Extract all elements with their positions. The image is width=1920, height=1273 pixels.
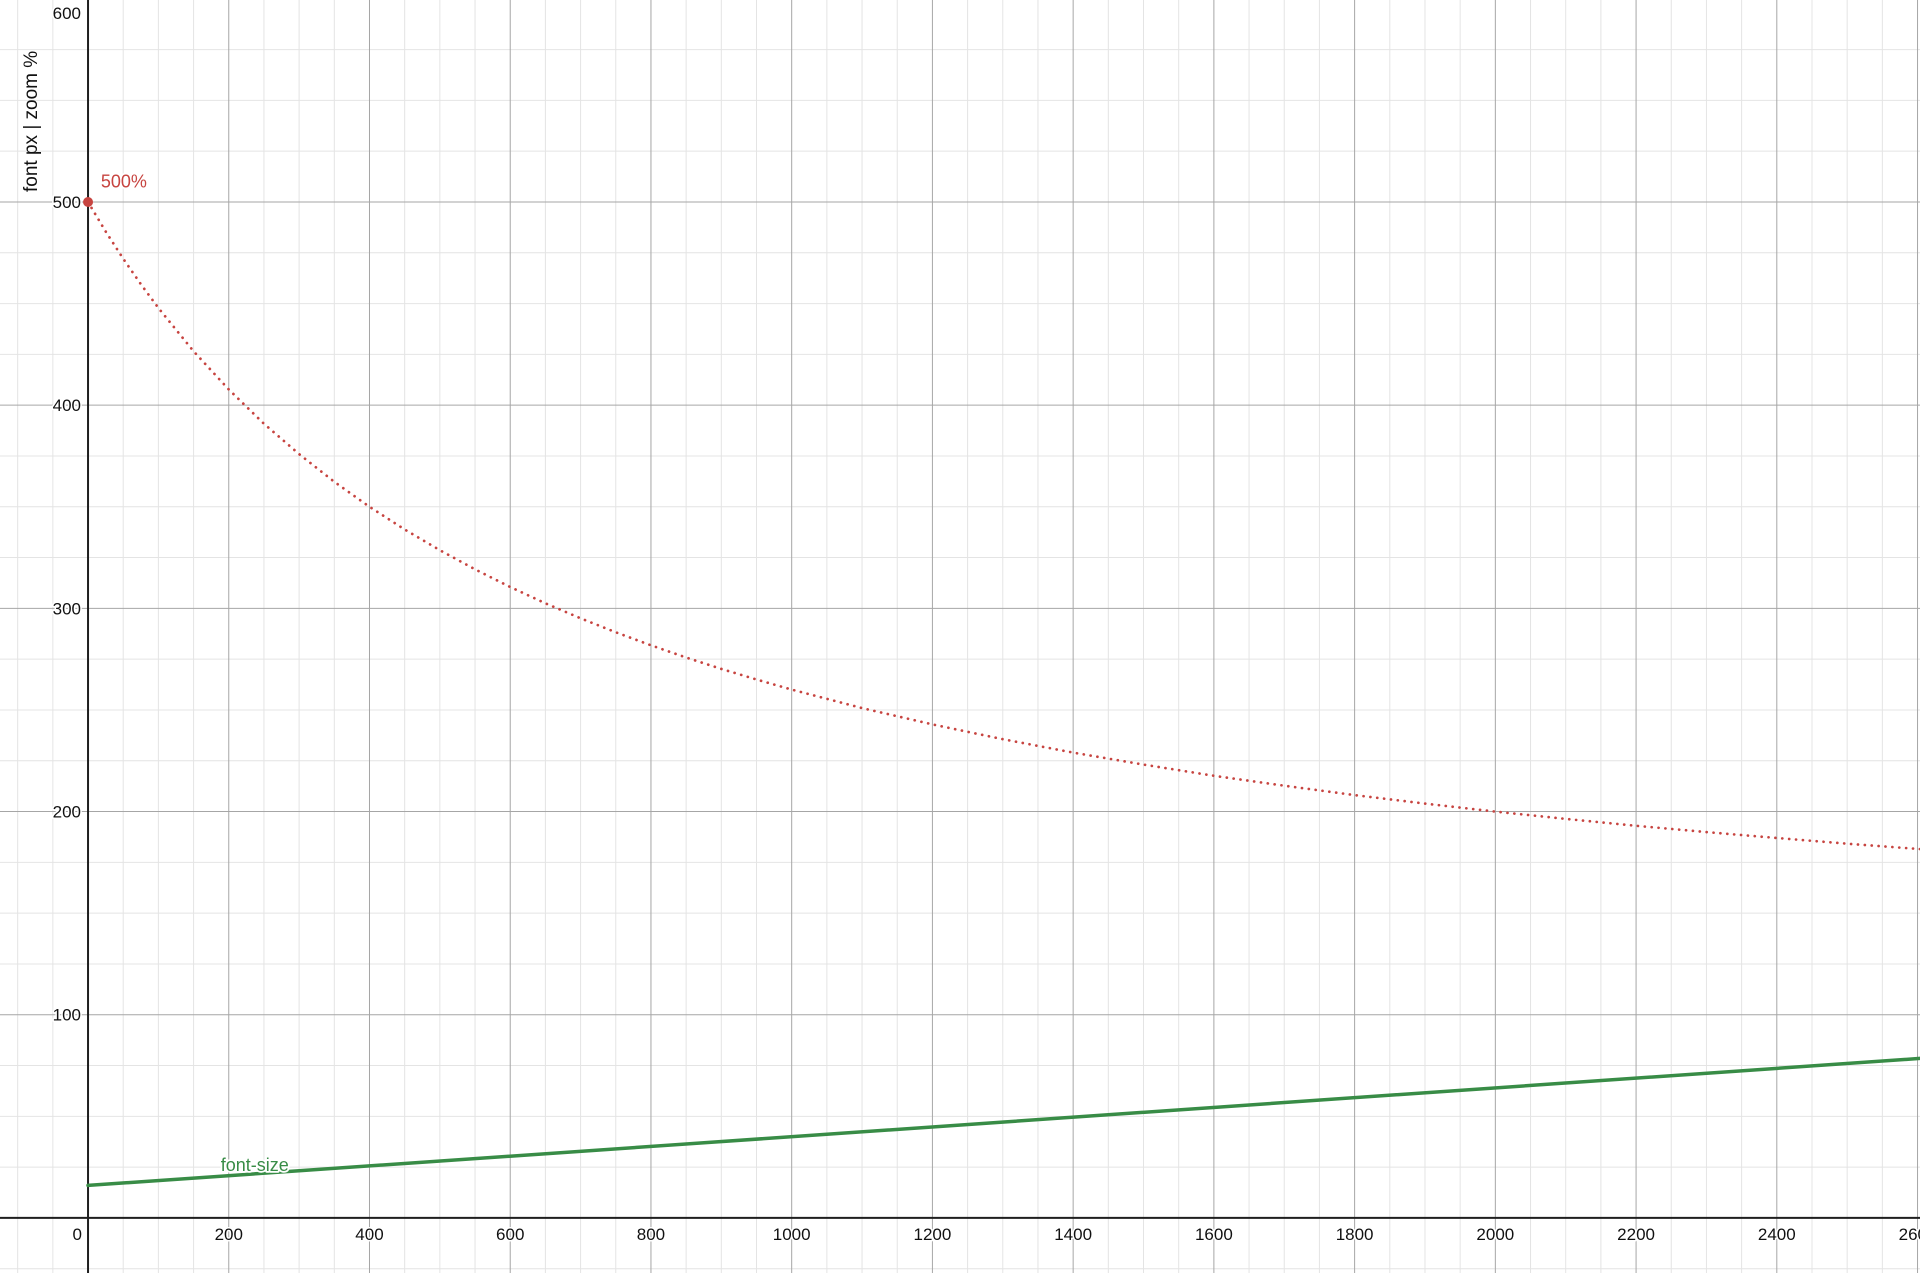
x-tick-label: 2600 <box>1899 1225 1920 1244</box>
x-tick-label: 0 <box>73 1225 82 1244</box>
y-axis-title: font px | zoom % <box>21 50 42 192</box>
x-tick-label: 2200 <box>1617 1225 1655 1244</box>
x-tick-label: 600 <box>496 1225 524 1244</box>
x-tick-label: 1200 <box>914 1225 952 1244</box>
max-zoom-percent-curve <box>86 200 1920 851</box>
y-tick-label: 300 <box>53 599 81 618</box>
x-tick-label: 1000 <box>773 1225 811 1244</box>
x-tick-label: 400 <box>355 1225 383 1244</box>
max-zoom-percent-point[interactable] <box>83 196 94 207</box>
y-tick-label: 500 <box>53 193 81 212</box>
x-tick-label: 2000 <box>1476 1225 1514 1244</box>
x-tick-label: 1400 <box>1054 1225 1092 1244</box>
y-tick-label: 600 <box>53 4 81 23</box>
x-tick-label: 1800 <box>1336 1225 1374 1244</box>
x-tick-label: 1600 <box>1195 1225 1233 1244</box>
y-tick-label: 100 <box>53 1006 81 1025</box>
x-tick-label: 2400 <box>1758 1225 1796 1244</box>
x-tick-label: 200 <box>215 1225 243 1244</box>
max-zoom-percent-label: 500% <box>101 172 147 192</box>
y-tick-label: 200 <box>53 803 81 822</box>
font-size-label: font-size <box>221 1155 289 1175</box>
y-tick-label: 400 <box>53 396 81 415</box>
font-size-curve <box>86 1056 1920 1188</box>
x-tick-label: 800 <box>637 1225 665 1244</box>
